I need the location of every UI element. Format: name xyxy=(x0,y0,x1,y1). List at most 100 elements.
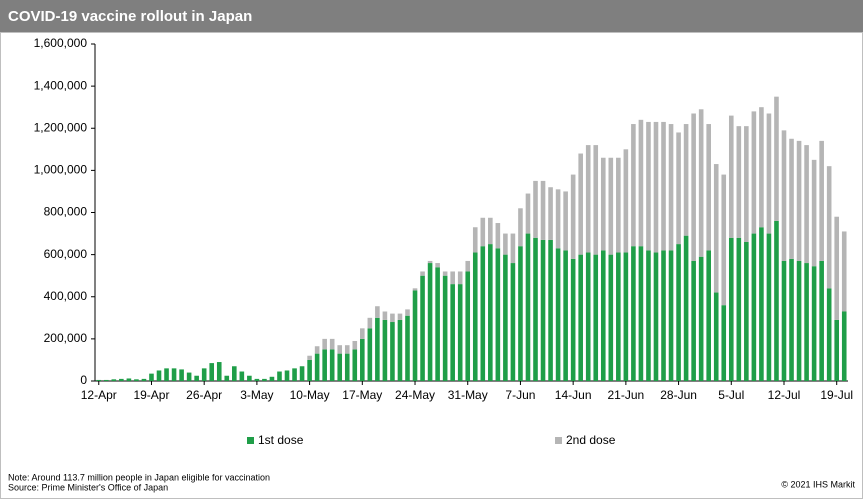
bar xyxy=(465,260,471,272)
x-tick-label: 31-May xyxy=(448,388,488,402)
bar xyxy=(307,359,312,381)
bar xyxy=(525,193,531,234)
bar xyxy=(616,157,621,253)
bar xyxy=(360,328,365,339)
bar xyxy=(593,145,599,255)
bar xyxy=(751,233,757,381)
bar xyxy=(525,233,531,381)
bar xyxy=(834,319,840,381)
bar xyxy=(804,263,809,381)
bar xyxy=(736,126,742,238)
chart-title: COVID-19 vaccine rollout in Japan xyxy=(8,8,252,25)
x-tick-label: 19-Jul xyxy=(820,388,853,402)
bar xyxy=(405,309,410,316)
bar xyxy=(307,355,312,360)
y-tick-label: 1,000,000 xyxy=(34,163,88,177)
bar xyxy=(661,121,666,251)
y-tick-label: 1,400,000 xyxy=(34,78,88,92)
bar xyxy=(495,248,501,381)
bar xyxy=(329,338,335,350)
bar xyxy=(811,266,817,381)
bar xyxy=(578,254,583,381)
bar xyxy=(344,345,350,354)
bar xyxy=(337,345,343,354)
bar xyxy=(766,233,772,381)
bar xyxy=(186,372,192,381)
bar xyxy=(819,260,824,381)
bar xyxy=(713,292,719,381)
bar xyxy=(179,369,184,381)
bar xyxy=(435,263,440,268)
bar xyxy=(126,378,132,381)
bar xyxy=(344,353,350,381)
y-tick-label: 1,600,000 xyxy=(34,36,88,50)
y-tick-label: 1,200,000 xyxy=(34,120,88,134)
copyright: © 2021 IHS Markit xyxy=(781,479,855,489)
bar xyxy=(119,378,124,381)
bar xyxy=(608,254,614,381)
bar xyxy=(322,349,327,381)
bar xyxy=(472,227,478,253)
bar xyxy=(533,180,538,238)
bar xyxy=(518,246,523,381)
bar xyxy=(390,313,395,323)
bar xyxy=(789,258,794,381)
bar xyxy=(216,362,222,381)
bar xyxy=(382,311,388,320)
bar xyxy=(548,187,553,240)
bar xyxy=(360,338,365,381)
bar xyxy=(683,124,689,236)
bar xyxy=(653,121,659,253)
bar xyxy=(706,250,711,381)
bar xyxy=(450,271,455,285)
bar xyxy=(450,284,455,381)
bar xyxy=(337,353,343,381)
x-tick-label: 12-Apr xyxy=(81,388,117,402)
bar xyxy=(751,111,757,234)
header-bar xyxy=(0,0,863,32)
bar xyxy=(284,370,290,381)
bar xyxy=(480,217,486,247)
y-tick-label: 800,000 xyxy=(44,205,88,219)
bar xyxy=(744,241,749,381)
bar xyxy=(442,275,448,381)
bar xyxy=(661,250,666,381)
bar xyxy=(698,256,704,381)
bar xyxy=(457,284,463,381)
legend-label: 1st dose xyxy=(258,433,304,447)
bar xyxy=(480,246,486,381)
bar xyxy=(826,166,832,289)
bar xyxy=(570,174,576,259)
bar xyxy=(623,252,629,381)
bar xyxy=(103,379,109,381)
bar xyxy=(555,248,561,381)
bar xyxy=(774,96,779,221)
x-tick-label: 14-Jun xyxy=(555,388,592,402)
bar xyxy=(194,375,199,381)
bar xyxy=(781,260,787,381)
x-tick-label: 21-Jun xyxy=(608,388,645,402)
bar xyxy=(375,306,380,318)
bar xyxy=(781,130,787,261)
x-tick-label: 19-Apr xyxy=(133,388,169,402)
bar xyxy=(412,288,418,291)
note: Note: Around 113.7 million people in Jap… xyxy=(8,472,270,482)
bar xyxy=(382,319,388,381)
bar xyxy=(420,275,425,381)
bar xyxy=(638,246,644,381)
bar xyxy=(201,368,207,381)
bar xyxy=(96,379,102,381)
y-tick-label: 200,000 xyxy=(44,331,88,345)
bar xyxy=(367,328,373,381)
bar xyxy=(683,235,689,381)
bar xyxy=(457,271,463,285)
bar xyxy=(631,246,636,381)
bar xyxy=(171,368,177,381)
bar xyxy=(766,113,772,234)
bar xyxy=(646,121,651,251)
y-tick-label: 600,000 xyxy=(44,247,88,261)
bar xyxy=(352,340,358,350)
bar xyxy=(841,231,847,312)
x-tick-label: 17-May xyxy=(342,388,382,402)
bar xyxy=(329,349,335,381)
